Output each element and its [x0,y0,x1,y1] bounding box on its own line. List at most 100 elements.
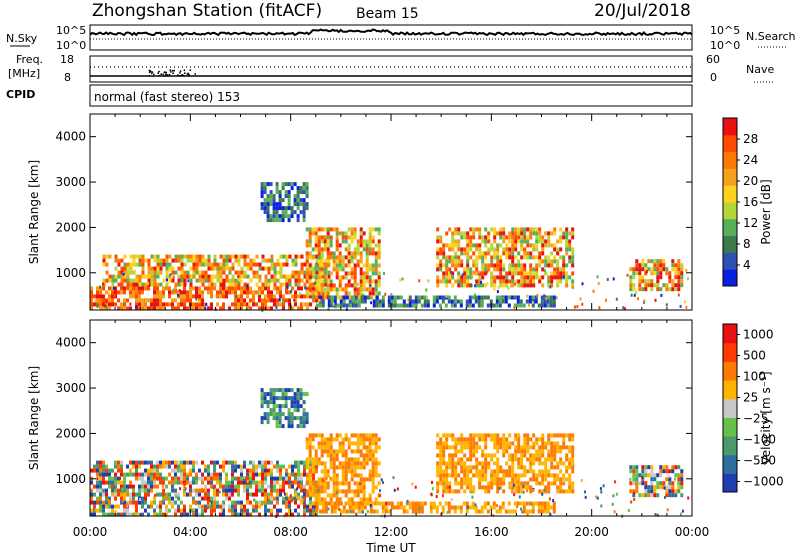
data-cell [481,477,485,482]
data-cell [442,243,446,248]
data-cell [526,433,530,438]
data-cell [150,278,154,283]
data-cell [374,445,378,450]
data-cell [547,437,551,442]
data-cell [311,457,315,462]
data-cell [496,251,500,256]
data-cell [677,259,681,264]
data-cell [565,231,569,236]
data-cell [228,508,231,513]
data-cell [270,480,273,485]
data-cell [165,476,168,481]
data-cell [159,492,162,497]
data-cell [656,287,660,292]
data-cell [511,251,515,256]
data-cell [457,243,461,248]
data-cell [243,302,246,307]
data-cell [113,486,115,490]
data-cell [448,485,451,489]
data-cell [210,472,213,477]
data-cell [249,286,252,291]
data-cell [119,476,121,480]
data-cell [99,484,102,489]
data-cell [465,501,469,506]
data-cell [237,275,240,278]
data-cell [544,441,548,446]
freq-dot [148,75,151,77]
data-cell [478,481,482,486]
data-cell [252,460,255,465]
data-cell [263,202,267,207]
data-cell [132,290,135,295]
data-cell [475,255,479,260]
data-cell [496,263,500,268]
data-cell [375,501,379,506]
data-cell [273,262,277,267]
data-cell [183,482,186,486]
data-cell [677,267,681,272]
data-cell [171,480,174,485]
data-cell [680,481,684,486]
data-cell [234,254,238,259]
data-cell [315,254,319,259]
data-cell [547,243,551,248]
data-cell [255,488,258,493]
data-cell [347,485,351,490]
data-cell [309,504,312,509]
data-cell [314,283,318,288]
data-cell [335,259,339,264]
data-cell [144,302,147,307]
data-cell [466,279,470,284]
data-cell [633,497,636,501]
data-cell [311,267,315,272]
data-cell [282,484,285,489]
data-cell [222,262,226,267]
data-cell [323,485,327,490]
data-cell [526,481,530,486]
data-cell [368,449,372,454]
data-cell [674,287,678,292]
data-cell [629,469,633,474]
data-cell [441,299,445,304]
data-cell [477,299,481,304]
data-cell [363,295,367,300]
data-cell [359,267,363,272]
data-cell [368,477,372,482]
data-cell [484,461,488,466]
data-cell [644,493,648,498]
data-cell [270,258,274,263]
data-cell [195,290,198,295]
data-cell [290,186,294,191]
data-cell [198,476,201,481]
data-cell [282,488,285,493]
data-cell [261,254,265,259]
data-cell [240,294,243,299]
data-cell [359,497,363,502]
data-cell [442,271,446,276]
data-cell [562,259,566,264]
data-cell [147,270,151,275]
data-cell [472,449,476,454]
data-cell [177,266,181,271]
data-cell [481,469,485,474]
data-cell [144,282,148,287]
data-cell [496,465,500,470]
data-cell [252,294,255,299]
data-cell [231,460,234,465]
data-cell [114,472,117,477]
data-cell [153,282,157,287]
data-cell [255,468,258,473]
data-cell [382,481,384,484]
data-cell [255,464,258,469]
data-cell [484,441,488,446]
data-cell [299,186,303,191]
data-cell [565,227,569,232]
data-cell [629,267,633,272]
data-cell [556,279,560,284]
data-cell [332,255,336,260]
data-cell [339,303,343,308]
data-cell [502,433,506,438]
data-cell [275,388,279,393]
data-cell [454,251,458,256]
freq-dot [165,71,168,74]
